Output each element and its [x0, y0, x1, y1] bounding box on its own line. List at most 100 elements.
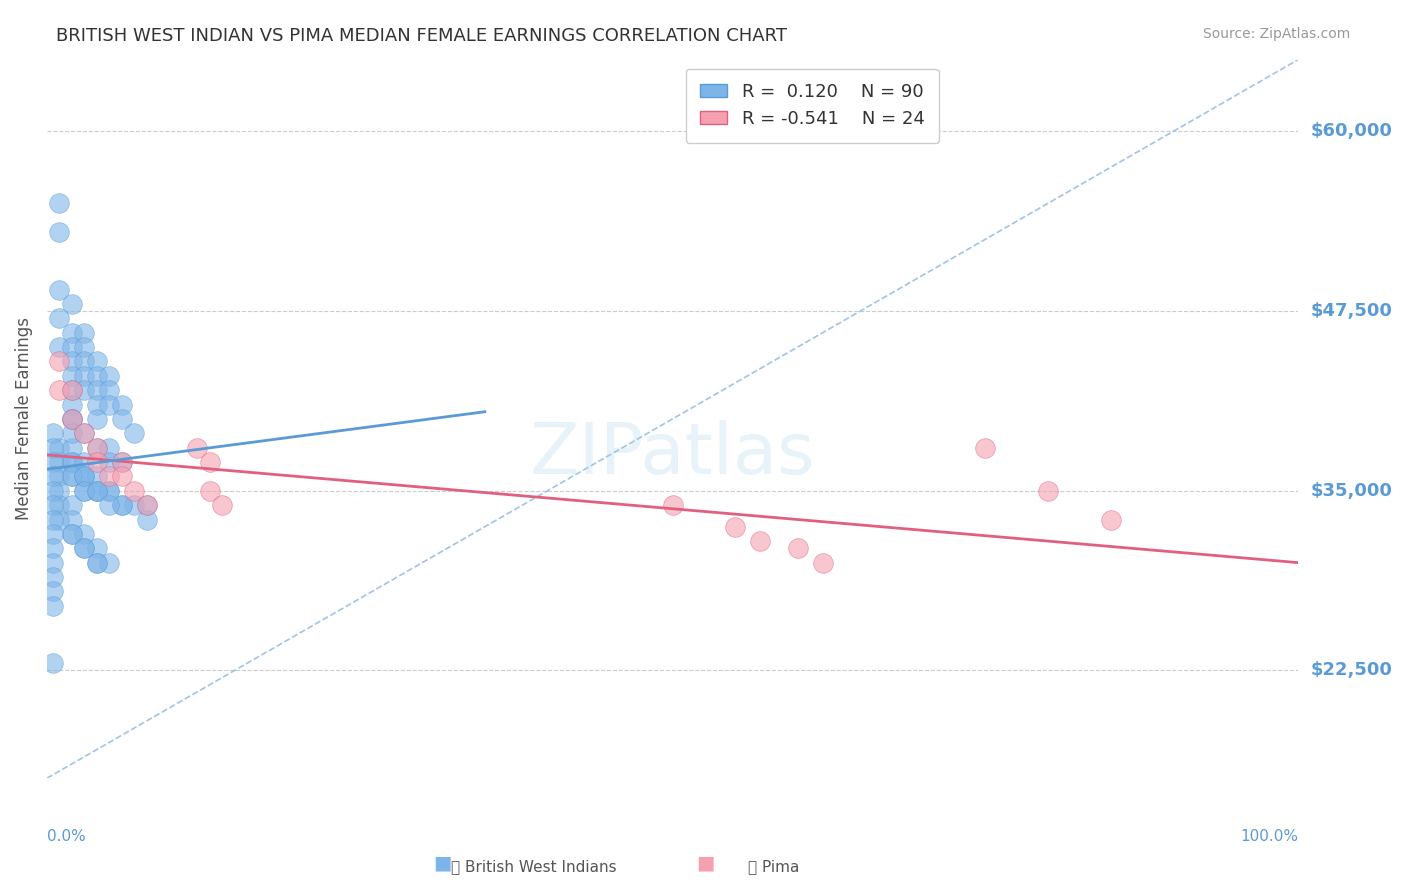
Point: [42, 512, 65, 526]
Text: 0.0%: 0.0%: [46, 829, 86, 844]
Point: [42, 584, 65, 599]
Point: [60, 512, 83, 526]
Point: [749, 534, 772, 549]
Text: ■: ■: [696, 854, 716, 872]
Point: [48, 383, 70, 397]
Point: [60, 498, 83, 512]
Point: [211, 498, 233, 512]
Point: [98, 556, 121, 570]
Point: [124, 483, 146, 498]
Point: [124, 498, 146, 512]
Point: [661, 498, 683, 512]
Point: [198, 455, 221, 469]
Text: ZIPatlas: ZIPatlas: [530, 420, 815, 490]
Text: BRITISH WEST INDIAN VS PIMA MEDIAN FEMALE EARNINGS CORRELATION CHART: BRITISH WEST INDIAN VS PIMA MEDIAN FEMAL…: [56, 27, 787, 45]
Y-axis label: Median Female Earnings: Median Female Earnings: [15, 318, 32, 520]
Point: [73, 340, 96, 354]
Text: 100.0%: 100.0%: [1240, 829, 1298, 844]
Text: ⬜ Pima: ⬜ Pima: [748, 859, 799, 874]
Point: [60, 368, 83, 383]
Point: [73, 426, 96, 441]
Point: [60, 455, 83, 469]
Point: [60, 412, 83, 426]
Point: [42, 657, 65, 671]
Point: [42, 426, 65, 441]
Point: [60, 469, 83, 483]
Point: [60, 398, 83, 412]
Point: [60, 340, 83, 354]
Point: [42, 483, 65, 498]
Text: ■: ■: [433, 854, 453, 872]
Point: [48, 225, 70, 239]
Point: [60, 412, 83, 426]
Point: [73, 541, 96, 556]
Point: [73, 483, 96, 498]
Text: $35,000: $35,000: [1310, 482, 1392, 500]
Point: [42, 469, 65, 483]
Point: [48, 340, 70, 354]
Point: [73, 469, 96, 483]
Point: [86, 441, 108, 455]
Point: [73, 455, 96, 469]
Point: [198, 483, 221, 498]
Point: [60, 383, 83, 397]
Point: [98, 469, 121, 483]
Point: [186, 441, 208, 455]
Point: [48, 483, 70, 498]
Point: [42, 455, 65, 469]
Point: [136, 498, 159, 512]
Point: [111, 469, 134, 483]
Point: [1036, 483, 1059, 498]
Point: [111, 398, 134, 412]
Point: [98, 383, 121, 397]
Point: [98, 498, 121, 512]
Point: [86, 455, 108, 469]
Point: [111, 498, 134, 512]
Point: [42, 570, 65, 584]
Point: [811, 556, 834, 570]
Point: [86, 556, 108, 570]
Point: [86, 398, 108, 412]
Point: [1099, 512, 1122, 526]
Point: [111, 455, 134, 469]
Point: [60, 455, 83, 469]
Point: [73, 354, 96, 368]
Point: [111, 412, 134, 426]
Point: [48, 498, 70, 512]
Point: [42, 527, 65, 541]
Point: [42, 556, 65, 570]
Point: [124, 426, 146, 441]
Point: [86, 469, 108, 483]
Point: [111, 498, 134, 512]
Point: [136, 512, 159, 526]
Point: [60, 441, 83, 455]
Point: [48, 196, 70, 211]
Point: [73, 326, 96, 340]
Text: $60,000: $60,000: [1310, 122, 1392, 140]
Point: [86, 368, 108, 383]
Point: [60, 383, 83, 397]
Point: [98, 368, 121, 383]
Point: [42, 441, 65, 455]
Point: [73, 469, 96, 483]
Point: [86, 441, 108, 455]
Point: [48, 311, 70, 326]
Point: [73, 368, 96, 383]
Point: [86, 383, 108, 397]
Point: [48, 469, 70, 483]
Point: [60, 412, 83, 426]
Point: [724, 519, 747, 533]
Point: [48, 441, 70, 455]
Point: [48, 283, 70, 297]
Point: [42, 498, 65, 512]
Point: [60, 297, 83, 311]
Point: [98, 398, 121, 412]
Text: $47,500: $47,500: [1310, 302, 1392, 320]
Text: $22,500: $22,500: [1310, 662, 1392, 680]
Point: [86, 412, 108, 426]
Point: [73, 426, 96, 441]
Point: [86, 354, 108, 368]
Point: [98, 455, 121, 469]
Point: [86, 483, 108, 498]
Point: [786, 541, 808, 556]
